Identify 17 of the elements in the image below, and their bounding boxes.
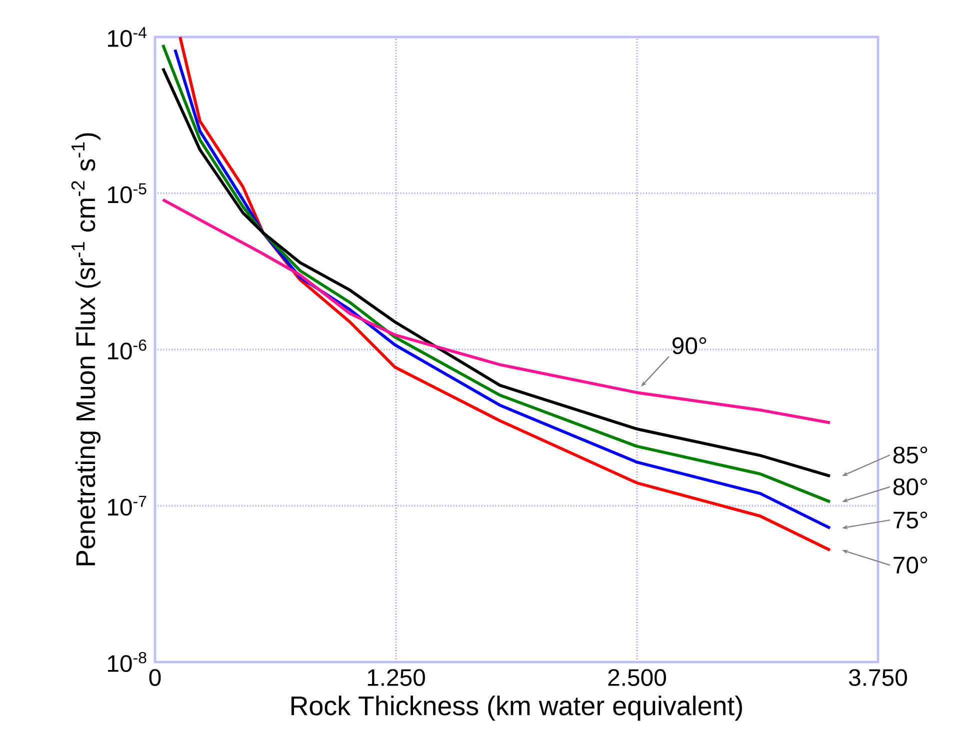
y-tick-label: 10$^{-8}$ (108, 652, 146, 672)
x-tick-label: 0 (149, 669, 161, 686)
y-tick-label: 10$^{-4}$ (108, 27, 147, 47)
series-label: 90° (672, 337, 706, 354)
x-tick-label: 2.500 (608, 669, 666, 686)
text: 80° (893, 478, 928, 496)
y-tick-label: 10$^{-7}$ (108, 496, 146, 516)
text: 85° (893, 446, 928, 464)
text: 75° (894, 512, 928, 529)
y-axis-title: Penetrating Muon Flux (sr$^{-1}$ cm$^{-2}$ s$^{-1}$) (71, 133, 101, 566)
y-tick-label: 10$^{-6}$ (108, 339, 146, 360)
x-tick-label: 3.750 (849, 669, 907, 686)
x-tick-label: 1.250 (368, 669, 425, 686)
text: 70° (894, 556, 928, 574)
x-axis-title: Rock Thickness (km water equivalent) (292, 696, 742, 721)
line-series (161, 198, 832, 424)
y-tick-label: 10$^{-5}$ (108, 183, 146, 204)
